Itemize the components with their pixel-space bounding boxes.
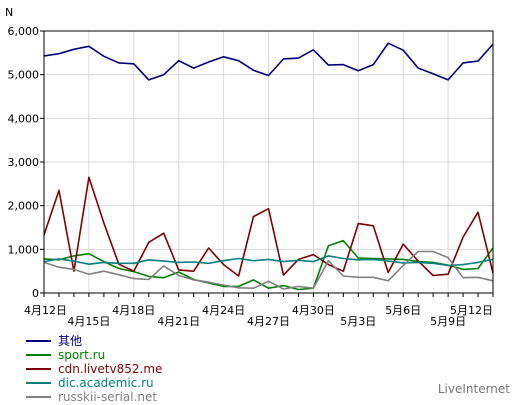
y-tick-label: 0 (32, 287, 39, 300)
legend-item: russkii-serial.net (26, 390, 162, 404)
legend-swatch (26, 382, 51, 384)
y-tick-label: 4,000 (8, 112, 40, 125)
x-tick-label: 5月12日 (450, 304, 493, 317)
legend-item: sport.ru (26, 348, 162, 362)
series-line-2 (43, 176, 494, 277)
x-tick-label: 4月15日 (67, 315, 110, 328)
x-tick-label: 5月3日 (340, 315, 376, 328)
x-tick-label: 4月12日 (24, 304, 67, 317)
y-axis-ticks: 0 1,000 2,000 3,000 4,000 5,000 6,000 (8, 25, 44, 300)
legend-label: 其他 (58, 334, 83, 348)
x-tick-label: 4月27日 (247, 315, 290, 328)
y-tick-label: 1,000 (8, 243, 40, 256)
legend-swatch (26, 340, 51, 342)
x-tick-label: 4月24日 (202, 304, 245, 317)
x-tick-label: 5月9日 (430, 315, 466, 328)
legend-item: 其他 (26, 334, 162, 348)
legend: 其他 sport.ru cdn.livetv852.me dic.academic.r… (26, 334, 162, 404)
y-axis-label: N (5, 6, 13, 19)
x-tick-label: 5月6日 (385, 304, 421, 317)
legend-swatch (26, 396, 51, 398)
series-line-4 (43, 250, 494, 290)
legend-label: sport.ru (58, 348, 106, 362)
x-tick-label: 4月21日 (157, 315, 200, 328)
y-tick-label: 6,000 (8, 25, 40, 38)
series-lines (43, 42, 494, 291)
x-tick-label: 4月30日 (292, 304, 335, 317)
y-tick-label: 2,000 (8, 200, 40, 213)
plot-frame (43, 30, 494, 294)
legend-item: dic.academic.ru (26, 376, 162, 390)
legend-swatch (26, 354, 51, 356)
legend-swatch (26, 368, 51, 370)
legend-item: cdn.livetv852.me (26, 362, 162, 376)
legend-label: cdn.livetv852.me (58, 362, 163, 376)
series-line-3 (43, 255, 494, 267)
legend-label: dic.academic.ru (58, 376, 154, 390)
y-tick-label: 3,000 (8, 156, 40, 169)
y-tick-label: 5,000 (8, 69, 40, 82)
liveinternet-credit: LiveInternet (437, 382, 510, 396)
legend-label: russkii-serial.net (58, 390, 158, 404)
x-tick-label: 4月18日 (112, 304, 155, 317)
series-line-0 (43, 42, 494, 81)
